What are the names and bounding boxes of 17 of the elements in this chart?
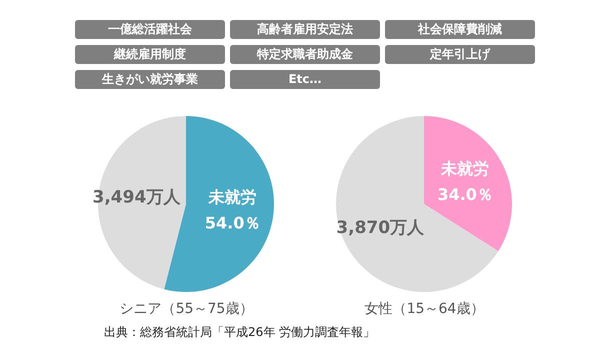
text: 高齢者雇用安定法 bbox=[230, 20, 380, 39]
slice-label: 未就労 bbox=[440, 158, 490, 178]
slice-label: 未就労 bbox=[208, 187, 257, 206]
text: 継続雇用制度 bbox=[75, 45, 225, 64]
text: 3,870万人 bbox=[336, 218, 426, 238]
text: 社会保障費削減 bbox=[385, 20, 535, 39]
text: 女性（15～64歳） bbox=[364, 301, 484, 317]
text: 一億総活躍社会 bbox=[75, 20, 225, 39]
text: 3,494万人 bbox=[92, 188, 182, 208]
text: 特定求職者助成金 bbox=[230, 45, 380, 64]
source-note: 出典：総務省統計局「平成26年 労働力調査年報」 bbox=[104, 324, 376, 341]
data-label: 54.0％ bbox=[204, 213, 260, 232]
text: 定年引上げ bbox=[385, 45, 535, 64]
data-label: 34.0％ bbox=[437, 184, 493, 204]
text: 生きがい就労事業 bbox=[75, 70, 225, 89]
text: シニア（55～75歳） bbox=[120, 301, 254, 317]
text: Etc… bbox=[230, 70, 380, 89]
